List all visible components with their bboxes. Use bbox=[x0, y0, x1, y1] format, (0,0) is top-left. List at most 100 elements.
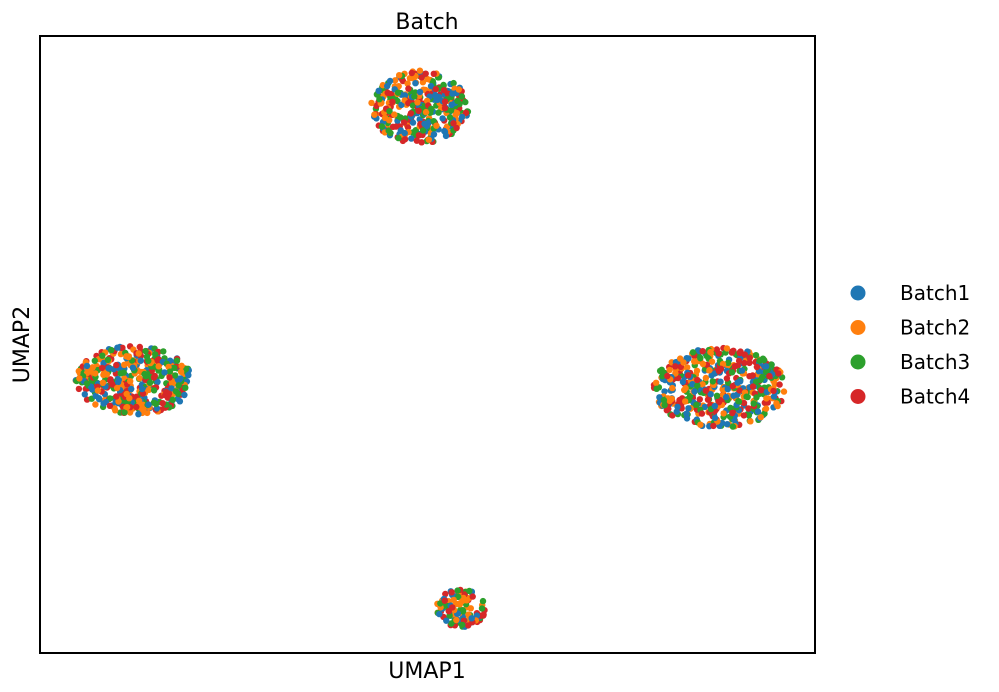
scatter-point-batch1 bbox=[724, 421, 731, 428]
scatter-point-batch2 bbox=[747, 418, 754, 425]
scatter-point-batch4 bbox=[384, 89, 391, 97]
scatter-point-batch3 bbox=[91, 357, 99, 364]
scatter-point-batch3 bbox=[724, 359, 732, 366]
scatter-point-batch4 bbox=[113, 361, 120, 369]
scatter-point-batch3 bbox=[759, 373, 766, 381]
scatter-point-batch1 bbox=[386, 77, 394, 85]
scatter-point-batch3 bbox=[454, 587, 461, 594]
scatter-point-batch2 bbox=[699, 360, 707, 368]
scatter-point-batch2 bbox=[669, 384, 676, 392]
scatter-point-batch3 bbox=[142, 347, 149, 355]
scatter-point-batch3 bbox=[166, 368, 173, 375]
scatter-point-batch4 bbox=[753, 363, 761, 371]
legend-label: Batch1 bbox=[900, 281, 970, 305]
scatter-point-batch1 bbox=[734, 379, 741, 386]
scatter-point-batch1 bbox=[416, 88, 424, 96]
scatter-point-batch2 bbox=[406, 75, 414, 82]
scatter-point-batch3 bbox=[653, 385, 660, 392]
scatter-point-batch4 bbox=[440, 87, 448, 94]
scatter-point-batch1 bbox=[129, 364, 137, 371]
scatter-point-batch2 bbox=[757, 414, 764, 421]
scatter-point-batch3 bbox=[752, 352, 760, 359]
scatter-point-batch4 bbox=[776, 381, 783, 388]
scatter-point-batch4 bbox=[746, 359, 753, 367]
scatter-point-batch3 bbox=[108, 346, 115, 354]
scatter-point-batch4 bbox=[418, 139, 425, 146]
scatter-point-batch4 bbox=[415, 107, 422, 115]
scatter-point-batch3 bbox=[150, 387, 158, 394]
scatter-point-batch4 bbox=[710, 422, 717, 430]
scatter-point-batch1 bbox=[685, 405, 692, 412]
scatter-point-batch1 bbox=[114, 378, 122, 386]
scatter-point-batch4 bbox=[766, 372, 773, 380]
scatter-point-batch3 bbox=[458, 93, 466, 100]
scatter-point-batch2 bbox=[89, 364, 96, 371]
scatter-point-batch2 bbox=[666, 366, 673, 374]
scatter-point-batch3 bbox=[117, 370, 124, 377]
scatter-point-batch2 bbox=[123, 353, 130, 360]
scatter-point-batch2 bbox=[422, 108, 430, 116]
scatter-point-batch2 bbox=[155, 363, 162, 370]
scatter-point-batch2 bbox=[99, 379, 107, 386]
scatter-point-batch2 bbox=[707, 348, 714, 356]
scatter-point-batch4 bbox=[694, 376, 701, 384]
scatter-point-batch2 bbox=[177, 368, 185, 375]
scatter-point-batch1 bbox=[398, 101, 405, 109]
scatter-point-batch3 bbox=[172, 372, 179, 379]
scatter-point-batch1 bbox=[427, 82, 435, 90]
scatter-point-batch3 bbox=[760, 356, 768, 364]
scatter-point-batch4 bbox=[685, 372, 692, 379]
scatter-point-batch4 bbox=[75, 385, 83, 393]
scatter-point-batch1 bbox=[708, 372, 715, 379]
scatter-point-batch2 bbox=[668, 395, 675, 402]
scatter-point-batch3 bbox=[428, 105, 435, 113]
scatter-point-batch4 bbox=[422, 70, 429, 77]
scatter-point-batch4 bbox=[740, 399, 748, 407]
scatter-point-batch4 bbox=[749, 372, 756, 379]
scatter-point-batch3 bbox=[145, 357, 152, 364]
scatter-point-batch3 bbox=[750, 400, 757, 407]
scatter-point-batch4 bbox=[113, 393, 120, 400]
scatter-point-batch4 bbox=[462, 109, 470, 117]
scatter-point-batch1 bbox=[738, 367, 746, 374]
scatter-point-batch3 bbox=[697, 355, 704, 362]
legend-label: Batch3 bbox=[900, 350, 970, 374]
scatter-point-batch4 bbox=[699, 348, 706, 355]
scatter-point-batch4 bbox=[441, 104, 449, 112]
scatter-point-batch2 bbox=[652, 379, 660, 386]
scatter-point-batch4 bbox=[133, 403, 140, 411]
scatter-point-batch4 bbox=[401, 119, 408, 126]
scatter-point-batch1 bbox=[717, 378, 724, 385]
scatter-point-batch2 bbox=[708, 358, 716, 365]
scatter-point-batch4 bbox=[698, 410, 706, 417]
scatter-point-batch1 bbox=[401, 92, 409, 99]
scatter-point-batch4 bbox=[159, 400, 166, 407]
scatter-point-batch2 bbox=[381, 114, 389, 122]
scatter-point-batch3 bbox=[450, 79, 457, 87]
scatter-point-batch2 bbox=[763, 395, 770, 402]
scatter-point-batch1 bbox=[139, 385, 146, 393]
scatter-point-batch3 bbox=[386, 108, 393, 115]
scatter-point-batch3 bbox=[768, 361, 775, 368]
legend-marker bbox=[850, 320, 866, 335]
scatter-point-batch1 bbox=[770, 393, 778, 400]
scatter-point-batch1 bbox=[436, 610, 443, 618]
scatter-point-batch3 bbox=[713, 392, 721, 399]
scatter-point-batch4 bbox=[729, 382, 736, 390]
scatter-point-batch2 bbox=[672, 370, 679, 377]
legend-label: Batch2 bbox=[900, 316, 970, 340]
scatter-point-batch2 bbox=[697, 421, 704, 428]
scatter-point-batch1 bbox=[707, 391, 714, 398]
scatter-point-batch2 bbox=[414, 99, 421, 106]
scatter-point-batch4 bbox=[408, 69, 415, 77]
scatter-point-batch2 bbox=[419, 79, 427, 86]
scatter-point-batch4 bbox=[415, 132, 423, 139]
scatter-point-batch3 bbox=[745, 412, 753, 419]
scatter-point-batch4 bbox=[150, 374, 158, 381]
scatter-point-batch3 bbox=[146, 379, 154, 386]
scatter-point-batch2 bbox=[762, 405, 770, 412]
scatter-point-batch3 bbox=[409, 102, 417, 109]
scatter-point-batch1 bbox=[81, 391, 89, 398]
scatter-point-batch3 bbox=[656, 367, 664, 375]
scatter-point-batch1 bbox=[128, 385, 135, 393]
